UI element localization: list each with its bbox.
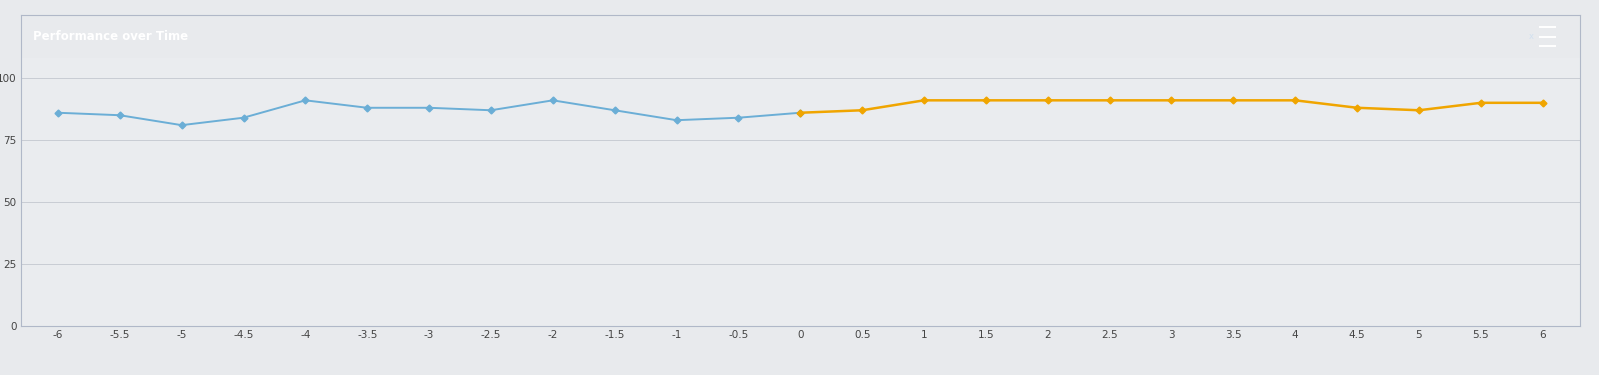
Text: x: x xyxy=(1529,32,1533,41)
Text: Performance over Time: Performance over Time xyxy=(34,30,189,43)
